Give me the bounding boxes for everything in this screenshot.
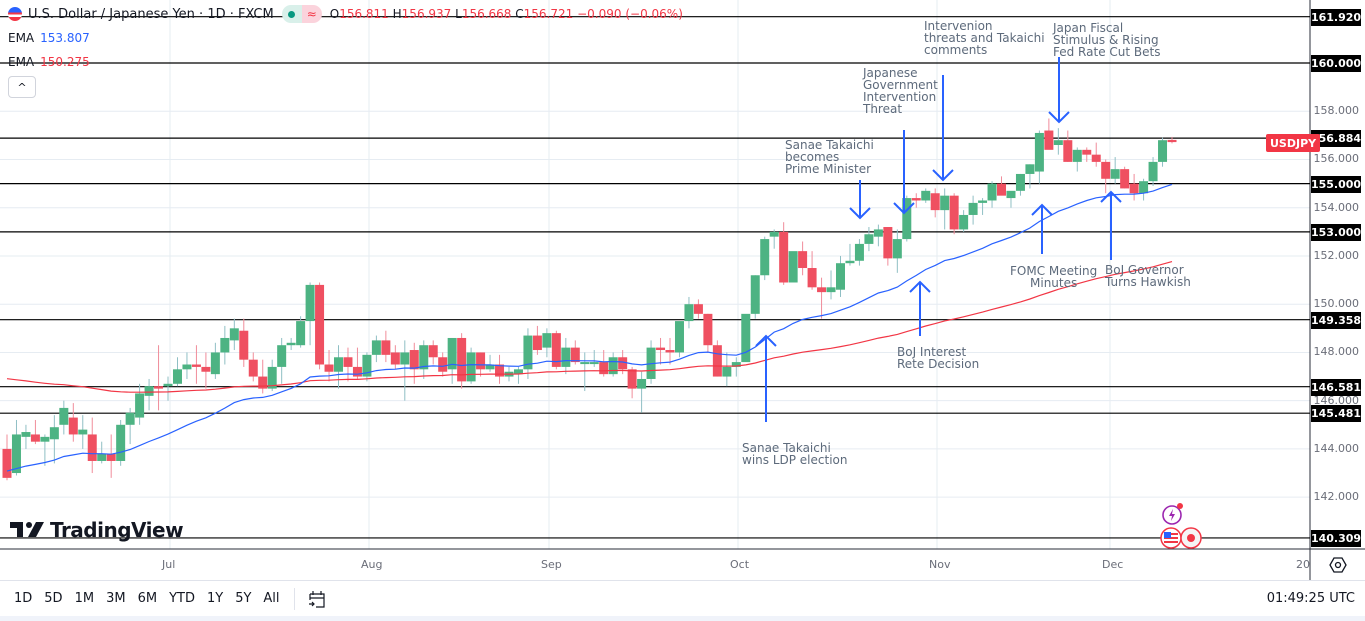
market-open-icon — [281, 5, 302, 23]
price-level-tag: 161.920 — [1310, 8, 1362, 26]
price-tick: 148.000 — [1313, 345, 1360, 359]
bottom-toolbar: 1D 5D 1M 3M 6M YTD 1Y 5Y All 01:49:25 UT… — [0, 580, 1365, 616]
collapse-legend-button[interactable]: ^ — [8, 76, 36, 98]
price-level-tag: 160.000 — [1310, 55, 1362, 72]
event-dot-icon[interactable] — [1180, 527, 1202, 553]
price-level-tag: 145.481 — [1310, 405, 1362, 423]
economic-event-icon[interactable] — [1161, 502, 1185, 530]
bottom-strip — [0, 616, 1365, 621]
annotation-ldp[interactable]: Sanae Takaichi wins LDP election — [742, 441, 848, 467]
ema-slow-line — [6, 261, 1173, 393]
annotation-boj_gov[interactable]: BoJ Governor Turns Hawkish — [1105, 263, 1191, 289]
us-flag-icon — [8, 7, 22, 21]
annotation-fiscal[interactable]: Japan Fiscal Stimulus & Rising Fed Rate … — [1053, 21, 1161, 59]
price-level-tag: 146.581 — [1310, 378, 1362, 396]
tradingview-logo[interactable]: TradingView — [10, 518, 184, 542]
tradingview-logo-icon — [10, 522, 44, 537]
time-label: Oct — [730, 558, 750, 571]
price-tick: 144.000 — [1313, 441, 1360, 455]
time-label: Sep — [541, 558, 562, 571]
chart-legend: U.S. Dollar / Japanese Yen · 1D · FXCM ≈… — [8, 4, 683, 72]
us-flag-event-icon[interactable] — [1160, 527, 1182, 553]
price-tick: 154.000 — [1313, 200, 1360, 214]
range-1m-button[interactable]: 1M — [74, 591, 95, 606]
time-label: 20 — [1296, 558, 1310, 571]
chevron-up-icon: ^ — [17, 80, 27, 94]
price-level-tag: 153.000 — [1310, 223, 1362, 241]
calendar-goto-icon — [308, 590, 325, 608]
tradingview-logo-text: TradingView — [50, 518, 184, 542]
price-chart[interactable] — [0, 0, 1365, 580]
time-label: Dec — [1102, 558, 1124, 571]
ema-label: EMA — [8, 31, 35, 45]
time-label: Nov — [929, 558, 951, 571]
price-tick: 142.000 — [1313, 490, 1360, 504]
range-all-button[interactable]: All — [263, 591, 280, 606]
ema-label: EMA — [8, 55, 35, 69]
price-tick: 146.000 — [1313, 393, 1360, 407]
price-tick: 156.000 — [1313, 152, 1360, 166]
toolbar-divider — [293, 587, 295, 610]
symbol-title[interactable]: U.S. Dollar / Japanese Yen · 1D · FXCM — [28, 6, 274, 22]
chart-settings-button[interactable] — [1326, 555, 1350, 575]
range-ytd-button[interactable]: YTD — [169, 591, 195, 606]
price-level-tag: 155.000 — [1310, 175, 1362, 193]
annotation-boj_rate[interactable]: BoJ Interest Rete Decision — [897, 345, 980, 371]
ema-fast-value: 153.807 — [40, 31, 90, 45]
utc-clock[interactable]: 01:49:25 UTC — [1266, 591, 1355, 606]
annotation-pm[interactable]: Sanae Takaichi becomes Prime Minister — [785, 138, 874, 176]
annotation-arrows — [755, 57, 1122, 422]
price-level-tag: 149.358 — [1310, 311, 1362, 329]
price-tick: 150.000 — [1313, 297, 1360, 311]
range-6m-button[interactable]: 6M — [137, 591, 158, 606]
range-5d-button[interactable]: 5D — [44, 591, 63, 606]
candles — [2, 118, 1177, 481]
range-buttons: 1D 5D 1M 3M 6M YTD 1Y 5Y All — [8, 585, 286, 613]
range-1d-button[interactable]: 1D — [14, 591, 33, 606]
range-1y-button[interactable]: 1Y — [206, 591, 224, 606]
delayed-data-icon: ≈ — [301, 5, 322, 23]
market-status[interactable]: ≈ — [281, 5, 322, 23]
annotation-fomc[interactable]: FOMC Meeting Minutes — [1010, 264, 1098, 290]
annotation-interv[interactable]: Intervenion threats and Takaichi comment… — [924, 19, 1045, 57]
settings-hexagon-icon — [1329, 557, 1347, 573]
time-label: Jul — [162, 558, 176, 571]
price-tick: 152.000 — [1313, 248, 1360, 262]
ema-slow-row[interactable]: EMA 150.275 — [8, 52, 683, 72]
ema-slow-value: 150.275 — [40, 55, 90, 69]
horizontal-levels[interactable] — [0, 16, 1310, 539]
grid — [0, 0, 1310, 549]
price-tick: 158.000 — [1313, 104, 1360, 118]
time-label: Aug — [361, 558, 383, 571]
ohlc-values: O156.811 H156.937 L156.668 C156.721 −0.0… — [329, 7, 683, 21]
ema-fast-row[interactable]: EMA 153.807 — [8, 28, 683, 48]
annotation-gov[interactable]: Japanese Government Intervention Threat — [863, 66, 938, 116]
symbol-row: U.S. Dollar / Japanese Yen · 1D · FXCM ≈… — [8, 4, 683, 24]
price-level-tag: 156.884 — [1310, 130, 1362, 148]
price-level-tag: 140.309 — [1310, 529, 1362, 547]
go-to-date-button[interactable] — [303, 585, 331, 613]
range-5y-button[interactable]: 5Y — [235, 591, 252, 606]
range-3m-button[interactable]: 3M — [106, 591, 126, 606]
symbol-price-tag: USDJPY — [1266, 134, 1321, 152]
ema-fast-line — [6, 183, 1173, 472]
